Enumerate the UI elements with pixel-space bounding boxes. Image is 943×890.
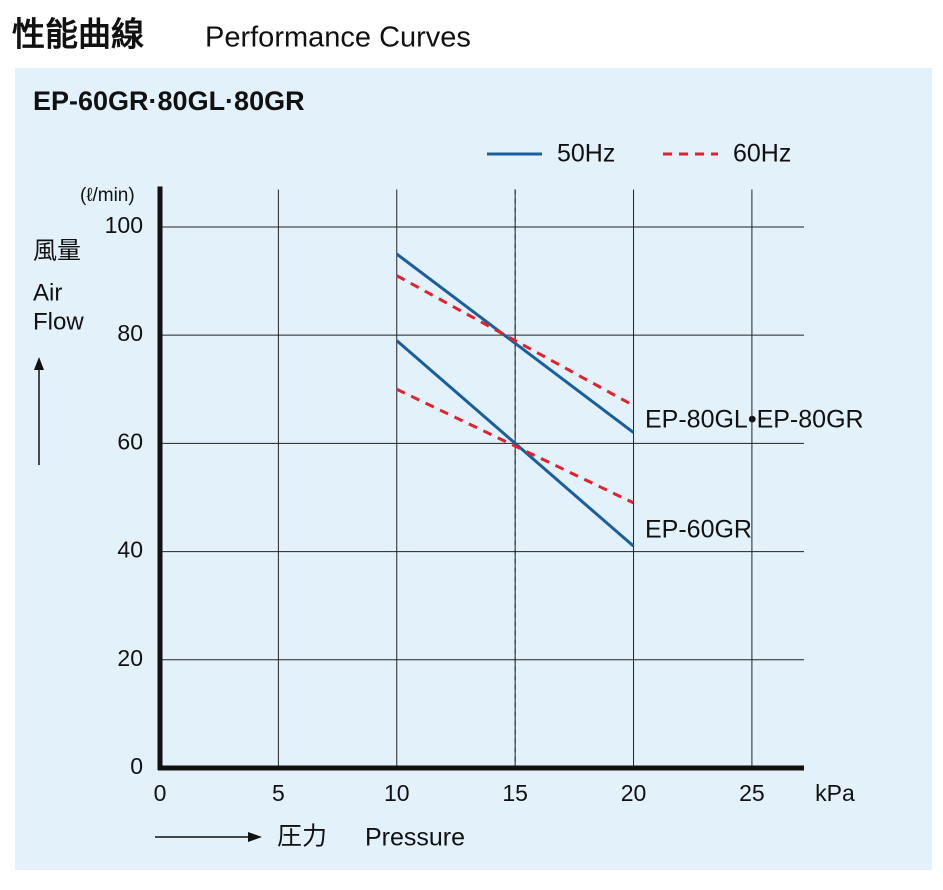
y-label: Air bbox=[33, 279, 62, 306]
x-tick-label: 10 bbox=[384, 780, 410, 806]
y-label: 風量 bbox=[33, 237, 81, 264]
y-label: Flow bbox=[33, 308, 84, 335]
y-tick-label: 80 bbox=[117, 320, 143, 346]
legend-label: 50Hz bbox=[557, 140, 615, 168]
y-unit: (ℓ/min) bbox=[80, 185, 135, 206]
panel bbox=[15, 68, 932, 870]
x-tick-label: 15 bbox=[502, 780, 528, 806]
x-unit: kPa bbox=[815, 780, 855, 806]
series-line bbox=[396, 387, 635, 505]
x-tick-label: 20 bbox=[621, 780, 647, 806]
y-arrow-head bbox=[34, 357, 44, 370]
x-label: Pressure bbox=[365, 824, 465, 852]
chart-title: 性能曲線 bbox=[12, 16, 144, 53]
y-tick-label: 0 bbox=[130, 753, 143, 779]
annotation: EP-60GR bbox=[645, 516, 752, 544]
x-label: 圧力 bbox=[277, 823, 327, 851]
x-tick-label: 0 bbox=[154, 780, 167, 806]
series-line bbox=[395, 252, 635, 434]
y-tick-label: 60 bbox=[117, 428, 143, 454]
chart-title-en: Performance Curves bbox=[205, 22, 471, 54]
series-line bbox=[396, 274, 635, 407]
annotation: EP-80GL•EP-80GR bbox=[645, 406, 864, 434]
x-tick-label: 25 bbox=[739, 780, 765, 806]
series-line bbox=[395, 339, 635, 548]
x-tick-label: 5 bbox=[272, 780, 285, 806]
legend-label: 60Hz bbox=[733, 140, 791, 168]
y-tick-label: 100 bbox=[105, 212, 143, 238]
y-tick-label: 40 bbox=[117, 537, 143, 563]
y-tick-label: 20 bbox=[117, 645, 143, 671]
subtitle: EP-60GR·80GL·80GR bbox=[33, 86, 305, 116]
x-arrow-head bbox=[248, 832, 262, 842]
